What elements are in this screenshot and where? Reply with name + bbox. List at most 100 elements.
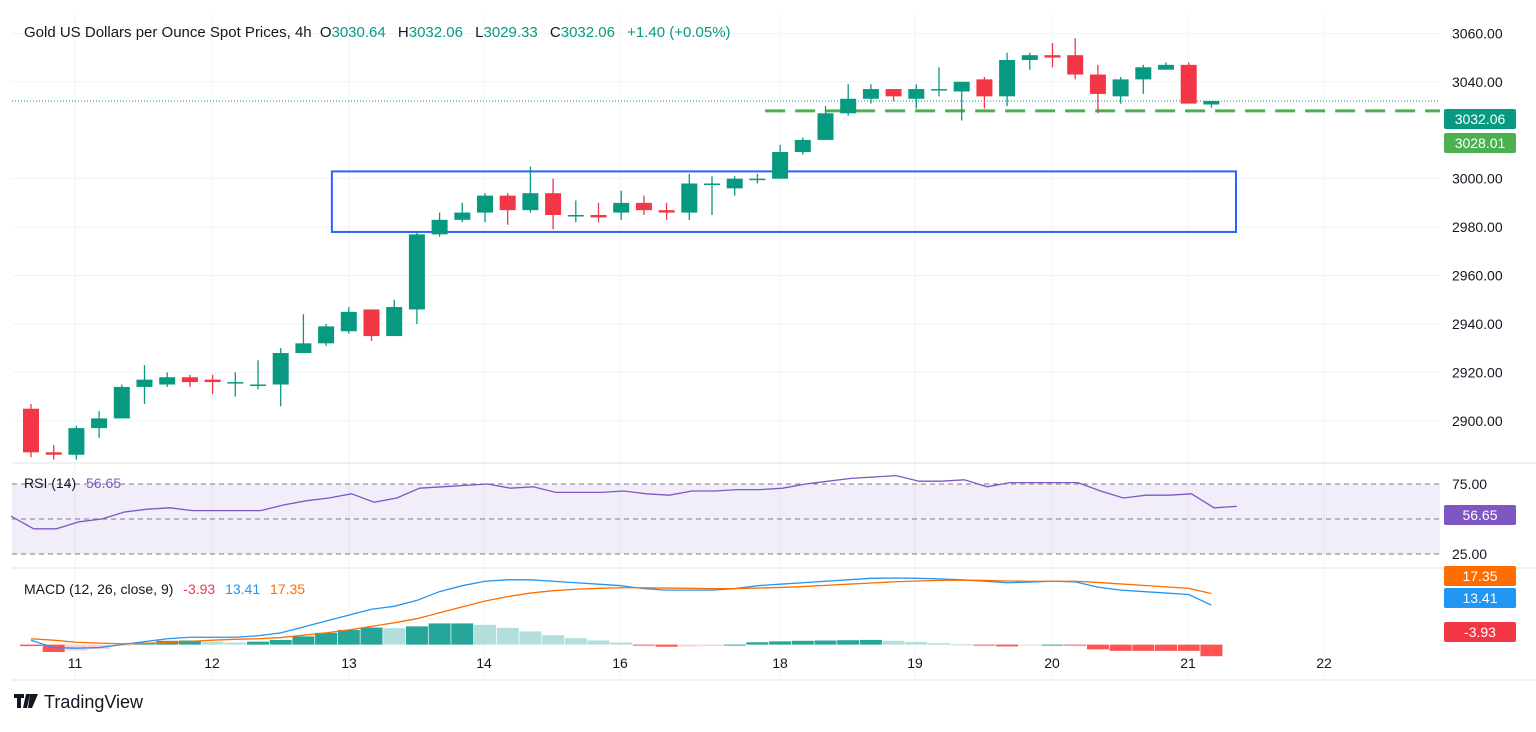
candle-body [999,60,1016,97]
macd-histogram-bar [1109,644,1132,651]
macd-histogram-bar [701,644,723,647]
macd-histogram-bar [882,640,905,645]
price-tick-label: 3040.00 [1452,74,1503,90]
time-tick-label: 13 [341,655,357,671]
macd-histogram-bar [542,635,565,645]
change-value: +1.40 (+0.05%) [627,24,731,41]
time-tick-label: 16 [612,655,628,671]
price-axis: 2900.00 2920.00 2940.00 2960.00 2980.00 3000.… [1452,25,1503,562]
candle-body [794,139,811,153]
rsi-panel [10,474,1440,555]
rsi-tick-label: 75.00 [1452,476,1487,492]
candle-body [227,382,244,384]
candle-body [976,79,993,97]
candle-body [250,384,266,387]
macd-histogram-bar [769,641,792,645]
price-tick-label: 2980.00 [1452,219,1503,235]
candle-body [658,210,675,213]
rsi-legend-value: 56.65 [86,475,122,491]
rsi-line [10,474,1237,530]
time-tick-label: 14 [476,655,492,671]
candle-body [136,379,153,387]
candle-body [91,418,108,429]
price-tick-label: 3000.00 [1452,171,1503,187]
macd-histogram-bar [1200,644,1223,657]
macd-hist-legend-value: -3.93 [183,581,216,597]
candle-body [726,178,743,189]
rsi-label: RSI (14) [24,475,77,491]
candle-body [522,193,539,211]
close-value: 3032.06 [560,24,615,41]
close-label: C [549,24,561,41]
price-tick-label: 2900.00 [1452,413,1503,429]
candle-body [1067,55,1084,75]
macd-histogram-bar [837,640,860,645]
candle-body [953,81,970,92]
macd-histogram-bar [587,640,610,645]
macd-histogram-bar [315,632,338,645]
rsi-legend[interactable]: RSI (14) 56.65 [24,475,121,491]
grid [12,14,1440,680]
low-value: 3029.33 [483,24,538,41]
candle-body [477,195,493,213]
macd-histogram-bar [973,644,996,646]
open-value: 3030.64 [331,24,386,41]
candle-body [386,307,403,337]
candle-body [204,379,221,383]
macd-histogram-bar [723,644,746,646]
candle-body [499,195,516,211]
macd-histogram-bar [247,641,269,645]
macd-histogram-bar [42,644,65,652]
candle-body [340,311,357,332]
macd-histogram-bar [655,644,678,647]
candle-body [885,89,902,97]
time-tick-label: 19 [907,655,923,671]
macd-histogram-bar [451,623,474,645]
candle-body [749,178,766,181]
macd-panel [20,577,1223,657]
candle-body [567,214,584,217]
support-price-tag: 3028.01 [1444,133,1516,153]
chart-legend: Gold US Dollars per Ounce Spot Prices, 4… [24,24,739,41]
macd-signal-tag: 17.35 [1444,566,1516,586]
macd-histogram-bar [337,629,360,645]
macd-histogram-bar [1064,644,1087,646]
current-price-tag: 3032.06 [1444,109,1516,129]
price-tick-label: 2960.00 [1452,268,1503,284]
time-tick-label: 18 [772,655,788,671]
candle-body [681,183,698,213]
candle-body [408,234,425,310]
price-tick-label: 2940.00 [1452,316,1503,332]
symbol-title: Gold US Dollars per Ounce Spot Prices, 4… [24,24,312,41]
candle-body [908,89,925,99]
candle-body [295,343,312,354]
macd-histogram-bar [678,644,701,647]
macd-histogram-bar [1155,644,1177,651]
macd-histogram-bar [405,626,428,645]
time-tick-label: 21 [1180,655,1196,671]
tradingview-logo-icon [14,691,38,713]
candle-body [159,377,176,385]
macd-histogram-bar [20,644,42,647]
candle-body [318,326,335,344]
macd-histogram-bar [383,628,406,645]
price-levels [12,100,1440,113]
macd-histogram-bar [1018,644,1041,646]
macd-histogram-bar [1177,644,1200,651]
time-tick-label: 22 [1316,655,1332,671]
price-tick-label: 2920.00 [1452,364,1503,380]
candles[interactable] [23,38,1220,460]
macd-legend[interactable]: MACD (12, 26, close, 9) -3.93 13.41 17.3… [24,581,305,597]
consolidation-box [330,170,1237,233]
macd-histogram-bar [519,631,542,645]
consolidation-box-layer [330,170,1237,233]
tradingview-logo[interactable]: TradingView [14,691,144,713]
macd-histogram-bar [1086,644,1109,650]
macd-line-tag: 13.41 [1444,588,1516,608]
candle-body [23,408,39,453]
macd-histogram-bar [814,640,837,645]
macd-histogram-bar [496,627,519,645]
pane-separators [12,462,1536,681]
tradingview-logo-text: TradingView [44,692,144,712]
